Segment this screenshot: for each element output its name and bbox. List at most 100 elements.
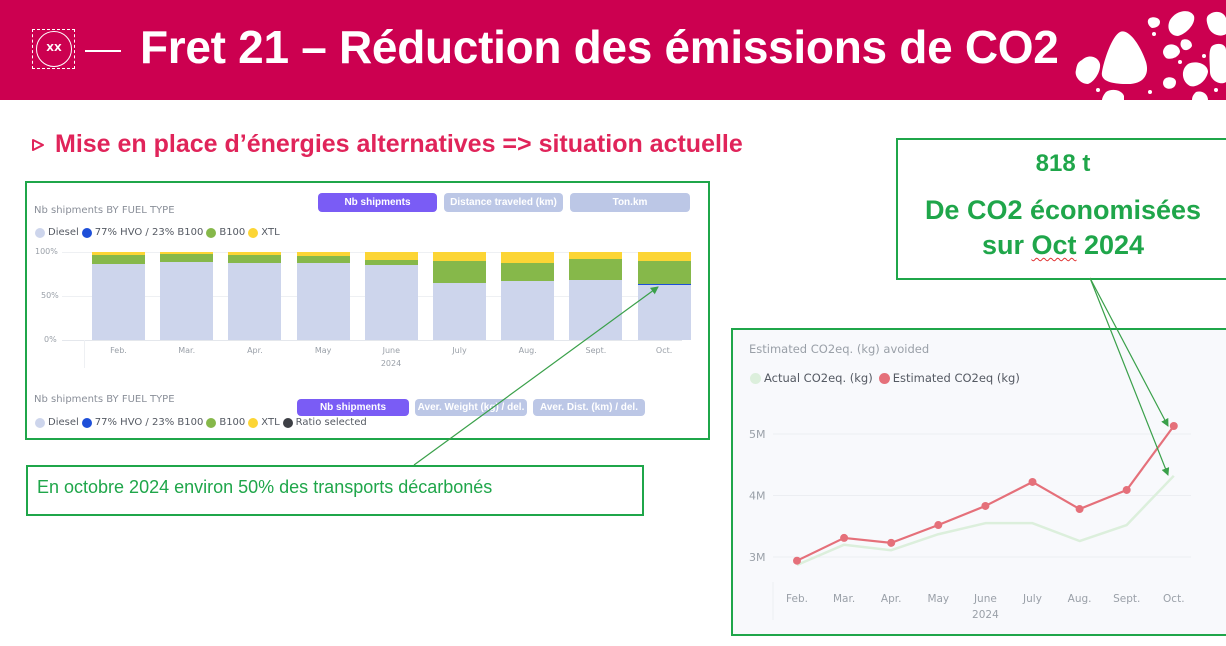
bar-segment	[637, 252, 691, 261]
bar-segment	[501, 262, 555, 282]
x-axis-label: May	[314, 346, 332, 355]
data-point[interactable]	[1122, 485, 1131, 494]
data-point[interactable]	[981, 501, 990, 510]
bar-june[interactable]	[364, 252, 418, 340]
series-line[interactable]	[796, 474, 1175, 567]
legend-item-ratio-selected[interactable]: Ratio selected	[280, 417, 367, 428]
bar-feb[interactable]	[92, 252, 145, 340]
legend-dot-icon	[878, 372, 890, 384]
bar-segment	[364, 259, 418, 266]
data-point[interactable]	[1028, 477, 1037, 486]
bar-segment	[637, 285, 691, 340]
legend-dot-icon	[35, 227, 45, 238]
kpi-period: sur Oct 2024	[981, 230, 1145, 260]
logo-placeholder[interactable]: XX	[32, 29, 75, 69]
tab-aver-dist[interactable]: Aver. Dist. (km) / del.	[533, 399, 645, 416]
x-axis-label: Feb.	[110, 346, 127, 355]
bar-aug[interactable]	[501, 252, 555, 340]
bar-segment	[433, 260, 486, 283]
y-tick-50: 50%	[41, 291, 59, 300]
tab-aver-weight[interactable]: Aver. Weight (kg) / del.	[415, 399, 527, 416]
y-tick: 3M	[749, 551, 766, 564]
tab-nb-shipments-bottom[interactable]: Nb shipments	[297, 399, 409, 416]
bar-segment	[228, 263, 282, 340]
bar-chart-legend-bottom: Diesel 77% HVO / 23% B100 B100 XTL Ratio…	[32, 417, 367, 428]
bar-apr[interactable]	[228, 252, 282, 340]
legend-item-xtl[interactable]: XTL	[245, 227, 280, 238]
data-point[interactable]	[1169, 422, 1178, 431]
tab-ton-km[interactable]: Ton.km	[570, 193, 690, 212]
data-point[interactable]	[1075, 505, 1084, 514]
bar-segment	[569, 252, 623, 260]
bar-segment	[433, 282, 486, 340]
bar-segment	[296, 256, 350, 264]
legend-dot-icon	[81, 227, 92, 238]
bar-segment	[160, 252, 214, 254]
bar-segment	[569, 280, 623, 340]
bar-july[interactable]	[433, 252, 486, 340]
bar-oct[interactable]	[637, 252, 691, 340]
legend-item-diesel[interactable]: Diesel	[32, 227, 79, 238]
data-point[interactable]	[934, 521, 943, 530]
x-axis-label: Oct.	[1163, 593, 1185, 605]
header-banner: XX Fret 21 – Réduction des émissions de …	[0, 0, 1226, 100]
legend-item-actual[interactable]: Actual CO2eq. (kg)	[747, 371, 873, 385]
callout-text: En octobre 2024 environ 50% des transpor…	[37, 477, 493, 497]
legend-dot-icon	[248, 417, 259, 428]
x-axis-label: Mar.	[833, 593, 855, 605]
x-axis-label: Feb.	[786, 593, 808, 605]
y-tick-100: 100%	[35, 247, 58, 256]
bar-segment	[364, 252, 418, 260]
data-point[interactable]	[887, 538, 896, 547]
decorative-shapes-icon	[1075, 11, 1226, 100]
logo-icon: XX	[36, 31, 72, 67]
data-point[interactable]	[840, 533, 849, 542]
legend-dot-icon	[248, 227, 259, 238]
bar-segment	[160, 253, 214, 262]
x-axis-label: Sept.	[1113, 593, 1140, 605]
legend-item-hvo[interactable]: 77% HVO / 23% B100	[79, 227, 203, 238]
legend-item-estimated[interactable]: Estimated CO2eq (kg)	[873, 371, 1020, 385]
section-subtitle: Mise en place d’énergies alternatives =>…	[30, 130, 743, 159]
year-label: 2024	[380, 359, 402, 368]
legend-item-b100[interactable]: B100	[203, 417, 245, 428]
header-divider	[85, 50, 121, 52]
x-axis-label: Apr.	[881, 593, 902, 605]
legend-item-hvo[interactable]: 77% HVO / 23% B100	[79, 417, 203, 428]
tab-distance-traveled[interactable]: Distance traveled (km)	[444, 193, 563, 212]
x-axis-label: July	[1022, 593, 1042, 605]
x-axis-label: May	[927, 593, 949, 605]
axis-tick	[84, 340, 85, 368]
bar-chart-title: Nb shipments BY FUEL TYPE	[34, 205, 175, 216]
triangle-bullet-icon	[32, 138, 44, 151]
slide-title: Fret 21 – Réduction des émissions de CO2	[140, 21, 1059, 73]
bar-segment	[92, 252, 145, 255]
spellcheck-word: Oct	[1031, 230, 1077, 260]
x-axis-label: Sept.	[585, 346, 607, 355]
bar-mar[interactable]	[160, 252, 214, 340]
co2-savings-kpi-box: 818 t De CO2 économisées sur Oct 2024	[896, 138, 1226, 280]
legend-item-b100[interactable]: B100	[203, 227, 245, 238]
legend-dot-icon	[750, 372, 761, 384]
bar-sept[interactable]	[569, 252, 623, 340]
bar-segment	[501, 281, 555, 340]
legend-item-diesel[interactable]: Diesel	[32, 417, 79, 428]
series-line[interactable]	[796, 425, 1175, 562]
bar-segment	[228, 254, 282, 264]
x-axis-label: June	[973, 593, 997, 605]
legend-item-xtl[interactable]: XTL	[245, 417, 280, 428]
bar-segment	[92, 264, 145, 340]
bar-may[interactable]	[296, 252, 350, 340]
y-tick: 5M	[749, 428, 766, 441]
data-point[interactable]	[793, 556, 801, 565]
bar-segment	[228, 252, 282, 255]
tab-nb-shipments[interactable]: Nb shipments	[318, 193, 437, 212]
y-tick: 4M	[749, 490, 766, 503]
bar-segment	[637, 260, 691, 284]
bar-segment	[364, 265, 418, 340]
subtitle-text: Mise en place d’énergies alternatives =>…	[55, 130, 743, 158]
bar-chart-title-bottom: Nb shipments BY FUEL TYPE	[34, 394, 175, 405]
stacked-bars	[27, 252, 712, 340]
legend-dot-icon	[206, 227, 217, 238]
legend-dot-icon	[206, 417, 217, 428]
